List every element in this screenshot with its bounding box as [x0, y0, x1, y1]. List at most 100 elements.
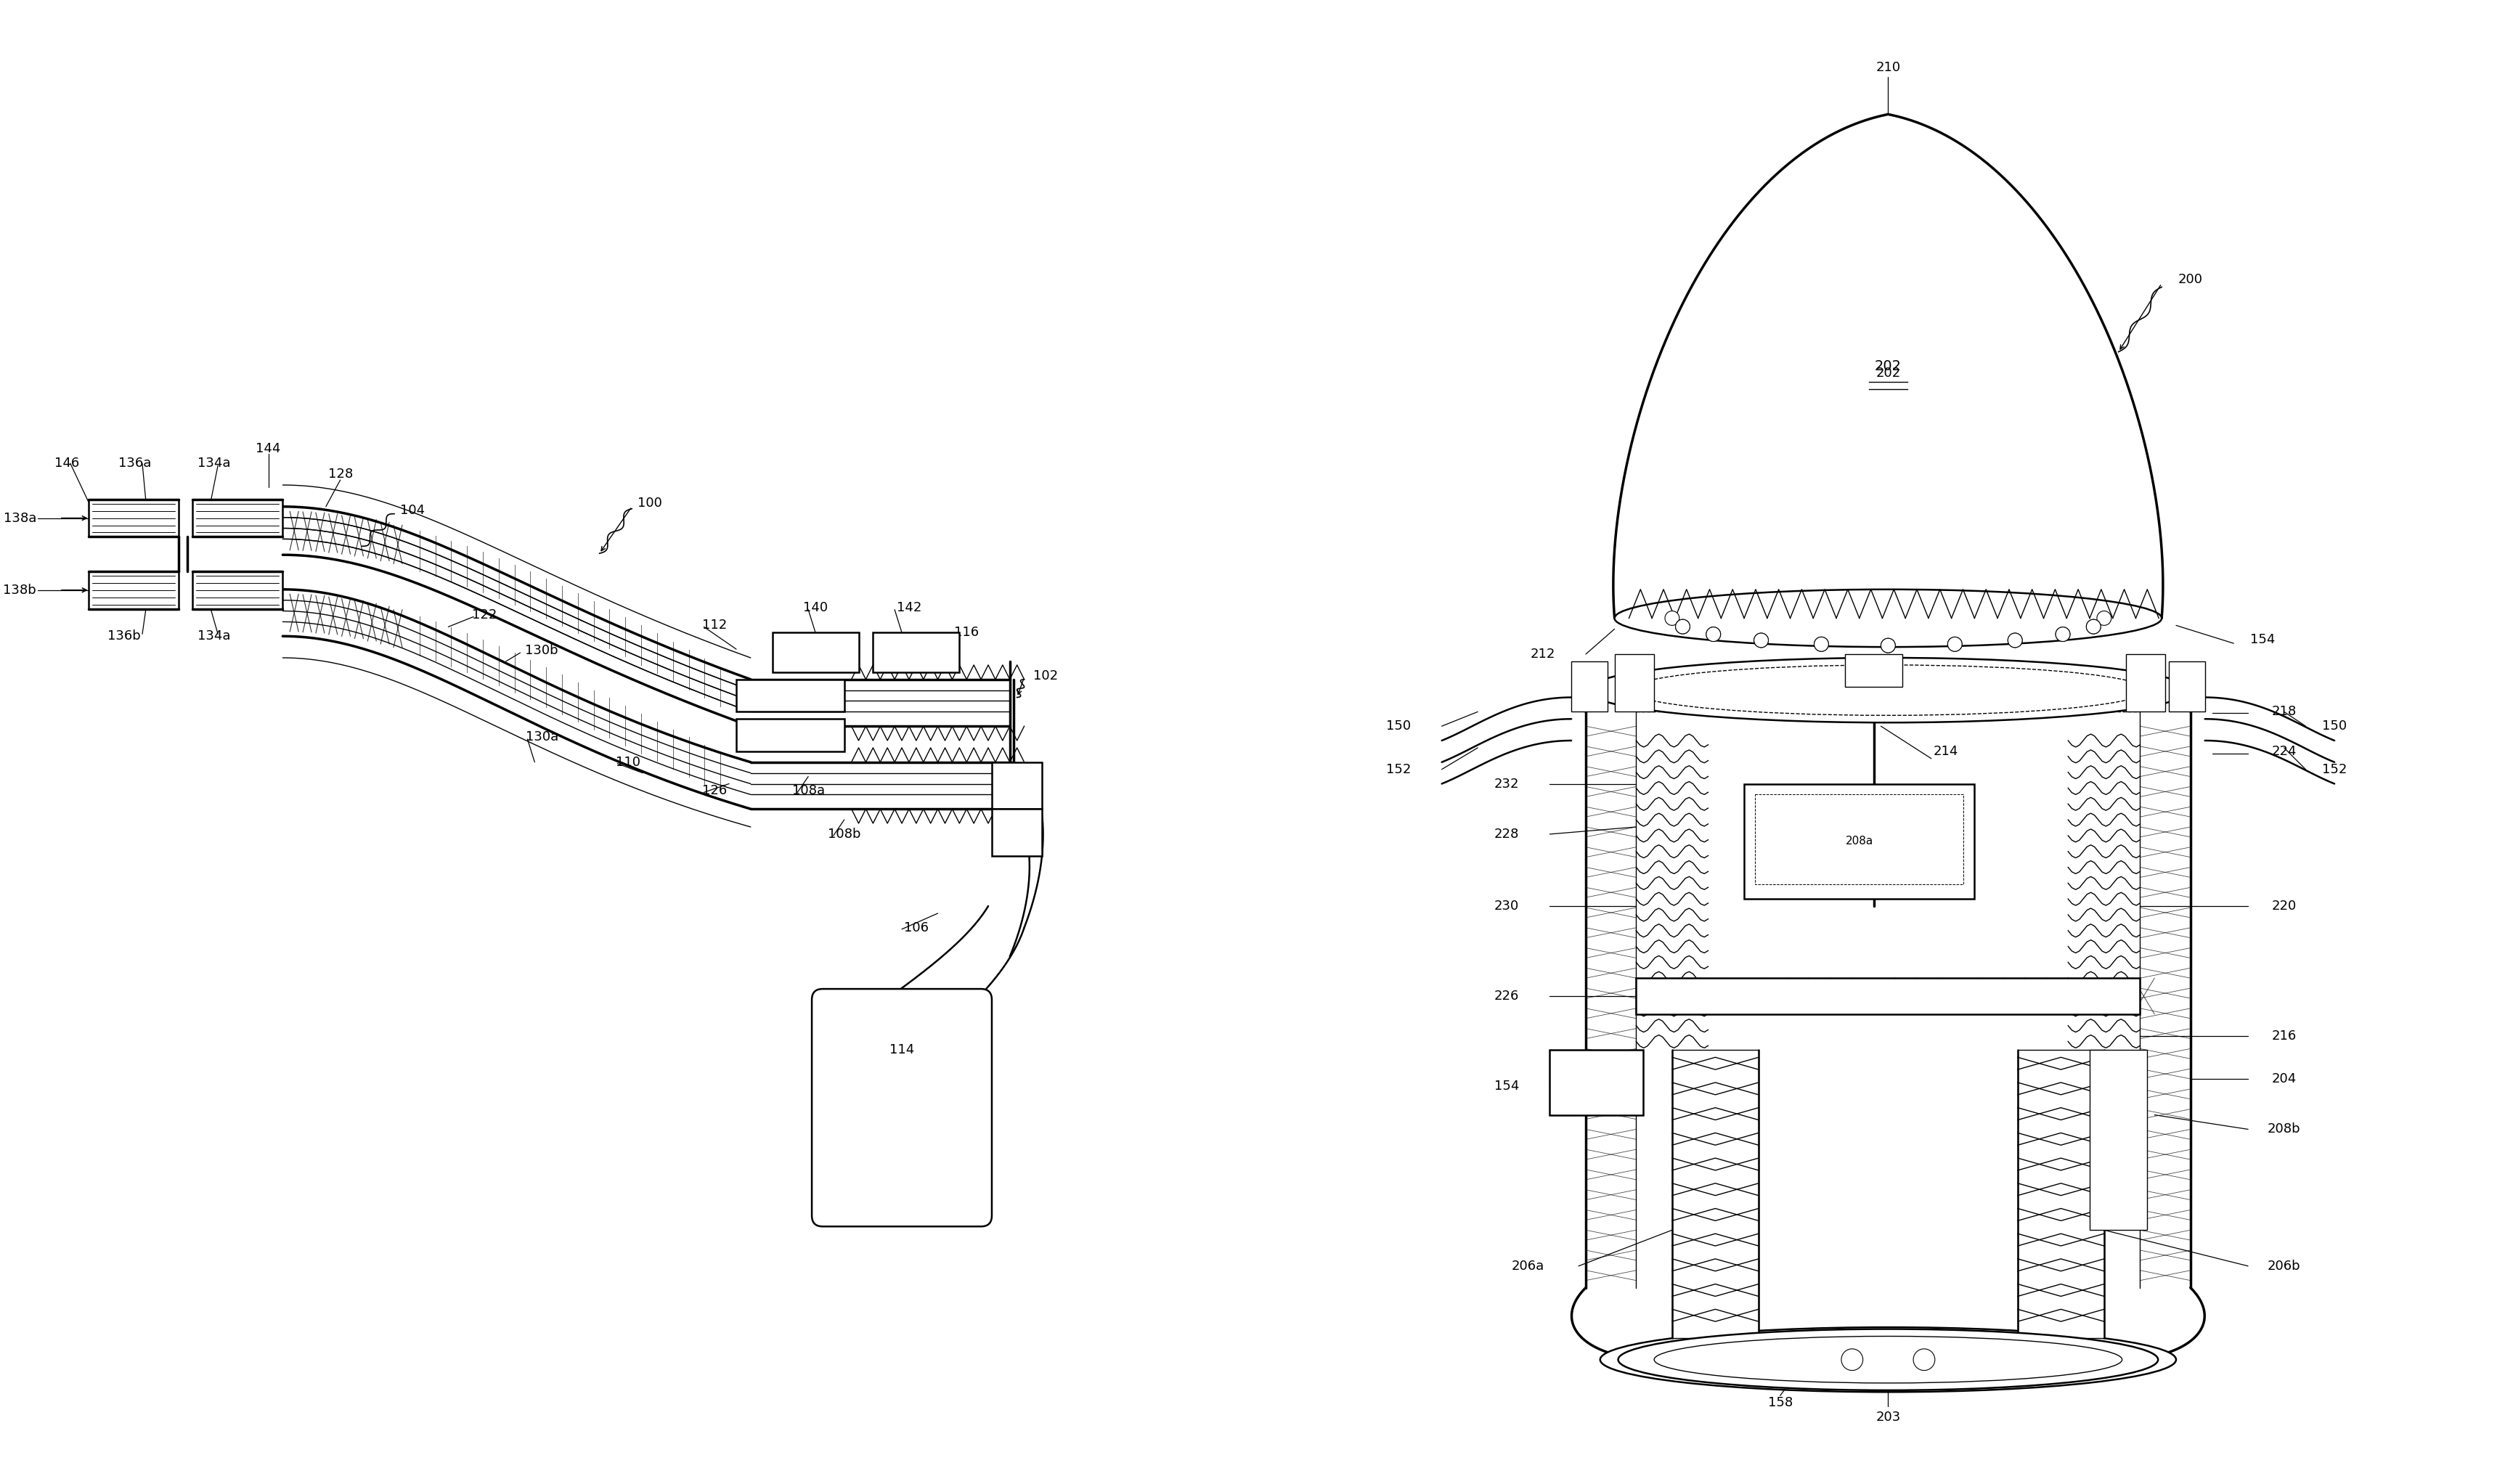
Text: 203: 203	[1875, 1411, 1900, 1423]
Circle shape	[2056, 628, 2071, 641]
Circle shape	[1676, 619, 1689, 634]
Bar	[194, 571, 281, 608]
Text: 208b: 208b	[2267, 1123, 2299, 1135]
Circle shape	[2056, 628, 2071, 641]
Text: 204: 204	[2272, 1073, 2297, 1085]
Bar	[1613, 654, 1654, 712]
Bar	[1845, 654, 1902, 687]
Text: 228: 228	[1495, 828, 1518, 840]
Text: 114: 114	[890, 1043, 915, 1057]
Circle shape	[2086, 619, 2101, 634]
Circle shape	[1754, 634, 1769, 647]
Text: 152: 152	[1387, 763, 1410, 776]
Text: 210: 210	[1875, 61, 1900, 74]
Bar	[2018, 1051, 2103, 1339]
Bar	[736, 718, 844, 751]
Text: 130a: 130a	[525, 730, 558, 743]
Text: 130b: 130b	[525, 644, 558, 657]
Text: 154: 154	[2249, 634, 2274, 647]
Text: 134a: 134a	[199, 457, 231, 470]
Text: 102: 102	[1033, 669, 1058, 683]
Ellipse shape	[1618, 1330, 2159, 1391]
Text: 218: 218	[2272, 705, 2297, 718]
Text: 116: 116	[955, 626, 980, 640]
Text: 206a: 206a	[1513, 1260, 1545, 1273]
Bar	[872, 632, 960, 672]
Text: 224: 224	[2272, 745, 2297, 758]
Circle shape	[1814, 637, 1829, 651]
Text: 200: 200	[2179, 273, 2204, 286]
Text: 220: 220	[2272, 899, 2297, 913]
Text: 106: 106	[905, 922, 930, 935]
Bar	[771, 632, 859, 672]
Circle shape	[2008, 634, 2023, 647]
Text: 230: 230	[1495, 899, 1518, 913]
Text: 128: 128	[327, 467, 352, 481]
Text: 110: 110	[616, 755, 641, 769]
Circle shape	[1814, 637, 1829, 651]
Text: 216: 216	[2272, 1030, 2297, 1042]
Text: 206b: 206b	[2267, 1260, 2299, 1273]
Ellipse shape	[1613, 589, 2161, 647]
Bar	[1754, 794, 1963, 884]
Text: 226: 226	[1495, 990, 1518, 1003]
Ellipse shape	[1601, 1327, 2176, 1392]
Text: 152: 152	[2322, 763, 2347, 776]
Bar	[1744, 784, 1975, 899]
Text: 212: 212	[1530, 647, 1556, 660]
Text: 126: 126	[701, 785, 726, 797]
Circle shape	[1706, 628, 1721, 641]
Circle shape	[1948, 637, 1963, 651]
Bar	[88, 571, 178, 608]
Text: 150: 150	[2322, 720, 2347, 733]
Ellipse shape	[1586, 657, 2191, 723]
Bar	[2091, 1051, 2146, 1230]
Text: 104: 104	[400, 503, 425, 516]
Bar	[1671, 1051, 1759, 1339]
Circle shape	[2096, 611, 2111, 625]
Bar	[993, 809, 1043, 856]
Text: 138a: 138a	[3, 512, 38, 525]
Text: 144: 144	[256, 442, 281, 456]
FancyBboxPatch shape	[812, 988, 993, 1226]
Circle shape	[1948, 637, 1963, 651]
Text: 202: 202	[1875, 359, 1902, 372]
Text: 208a: 208a	[1845, 835, 1872, 847]
Text: 140: 140	[804, 601, 827, 614]
Circle shape	[1666, 611, 1679, 625]
Text: 232: 232	[1495, 778, 1518, 791]
Text: 202: 202	[1875, 367, 1900, 380]
Circle shape	[1842, 1349, 1862, 1370]
Text: 100: 100	[638, 497, 661, 509]
Bar	[88, 500, 178, 537]
Text: 154: 154	[1495, 1079, 1518, 1092]
Text: 112: 112	[701, 619, 726, 632]
Text: 136a: 136a	[118, 457, 151, 470]
Text: 214: 214	[1932, 745, 1958, 758]
Bar	[2169, 662, 2204, 712]
Text: 146: 146	[55, 457, 78, 470]
Bar	[2126, 654, 2166, 712]
Circle shape	[1912, 1349, 1935, 1370]
Bar	[736, 680, 844, 712]
Text: 134a: 134a	[199, 629, 231, 643]
Text: 142: 142	[897, 601, 922, 614]
Circle shape	[2086, 619, 2101, 634]
Circle shape	[1880, 638, 1895, 653]
Bar	[1636, 978, 2141, 1014]
Text: 122: 122	[472, 608, 498, 622]
Bar	[1551, 1051, 1644, 1114]
Text: 138b: 138b	[3, 583, 38, 597]
Circle shape	[1706, 628, 1721, 641]
Circle shape	[1754, 634, 1769, 647]
Text: 108a: 108a	[792, 785, 824, 797]
Text: 108b: 108b	[827, 828, 862, 840]
Bar	[194, 500, 281, 537]
Text: 136b: 136b	[108, 629, 141, 643]
Bar	[1571, 662, 1608, 712]
Bar	[993, 763, 1043, 809]
Text: 150: 150	[1387, 720, 1410, 733]
Text: 158: 158	[1767, 1396, 1792, 1410]
Circle shape	[1676, 619, 1689, 634]
Circle shape	[2008, 634, 2023, 647]
